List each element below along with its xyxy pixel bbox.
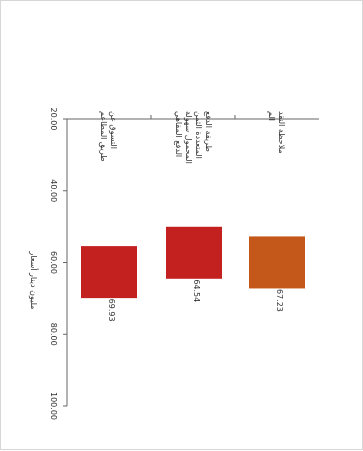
category-label-line: طريقة الدفع (204, 111, 213, 152)
category-label-line: المتعددة الثمن (194, 111, 203, 159)
category-label-line: طريق المطاعم (99, 111, 108, 162)
bar (166, 226, 222, 279)
value-tick-label: 80.00 (49, 323, 58, 346)
bar-value-label: 64.54 (192, 279, 201, 302)
category-label-line: ملاحظة النقد (277, 111, 286, 154)
value-axis-title: مليون دينار أسعار (29, 250, 39, 309)
bar-value-label: 69.93 (107, 299, 116, 322)
value-tick-label: 60.00 (49, 251, 58, 274)
bar (249, 236, 305, 289)
value-tick-label: 40.00 (49, 179, 58, 202)
category-label: ملاحظة النقدالم (267, 111, 286, 154)
category-label: التسوق عنطريق المطاعم (99, 111, 118, 162)
bar-value-label: 67.23 (275, 289, 284, 312)
category-label-line: المحمول سهولة (184, 111, 193, 164)
category-label-line: الدفع المقاهي (174, 111, 183, 157)
value-tick-label: 100.00 (49, 392, 58, 420)
category-label: طريقة الدفعالمتعددة الثمنالمحمول سهولةال… (174, 111, 213, 164)
value-tick-label: 20.00 (49, 108, 58, 131)
category-label-line: التسوق عن (109, 111, 118, 149)
bar (81, 246, 137, 299)
category-label-line: الم (267, 111, 276, 121)
